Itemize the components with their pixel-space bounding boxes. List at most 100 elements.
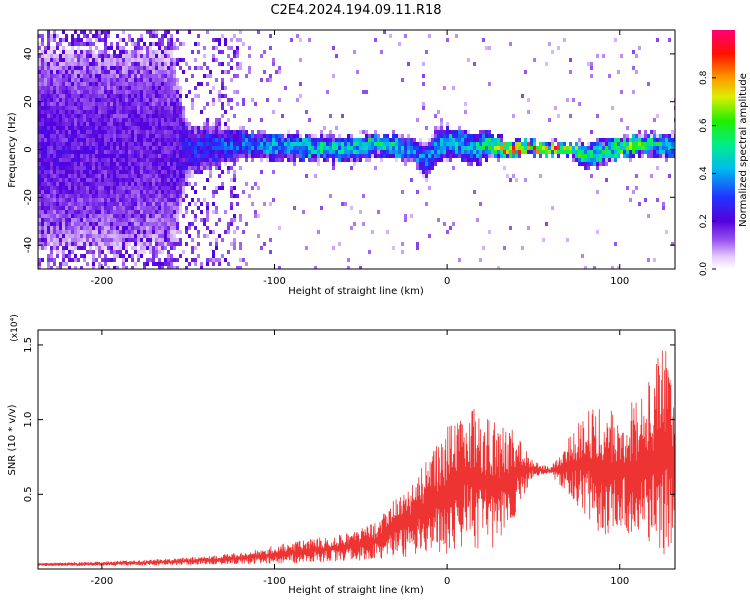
- spectrogram-cell: [134, 202, 137, 206]
- spectrogram-cell: [71, 134, 74, 138]
- spectrogram-cell: [77, 226, 80, 230]
- spectrogram-cell: [188, 202, 191, 206]
- spectrogram-cell: [152, 70, 155, 74]
- spectrogram-cell: [83, 30, 86, 34]
- spectrogram-cell: [146, 70, 149, 74]
- spectrogram-cell: [179, 178, 182, 182]
- spectrogram-cell: [644, 134, 647, 138]
- spectrogram-cell: [74, 186, 77, 190]
- spectrogram-cell: [671, 138, 674, 142]
- spectrogram-cell: [371, 138, 374, 142]
- spectrogram-cell: [59, 78, 62, 82]
- spectrogram-cell: [233, 34, 236, 38]
- spectrogram-cell: [80, 218, 83, 222]
- spectrogram-cell: [161, 134, 164, 138]
- spectrogram-cell: [218, 62, 221, 66]
- spectrogram-cell: [167, 134, 170, 138]
- spectrogram-cell: [566, 98, 569, 102]
- spectrogram-cell: [149, 182, 152, 186]
- spectrogram-cell: [74, 110, 77, 114]
- spectrogram-cell: [50, 34, 53, 38]
- spectrogram-cell: [206, 218, 209, 222]
- colorbar-tick-label: 0.8: [699, 70, 709, 85]
- spectrogram-cell: [107, 226, 110, 230]
- spectrogram-cell: [104, 230, 107, 234]
- spectrogram-cell: [422, 82, 425, 86]
- spectrogram-cell: [170, 206, 173, 210]
- spectrogram-cell: [77, 198, 80, 202]
- spectrogram-cell: [668, 174, 671, 178]
- spectrogram-cell: [62, 122, 65, 126]
- spectrogram-cell: [92, 118, 95, 122]
- spectrogram-cell: [176, 226, 179, 230]
- spectrogram-cell: [89, 222, 92, 226]
- spectrogram-cell: [173, 246, 176, 250]
- spectrogram-cell: [656, 154, 659, 158]
- spectrogram-cell: [551, 138, 554, 142]
- spectrogram-cell: [95, 170, 98, 174]
- spectrogram-cell: [164, 130, 167, 134]
- spectrogram-cell: [311, 134, 314, 138]
- spectrogram-cell: [194, 182, 197, 186]
- spectrogram-cell: [404, 142, 407, 146]
- spectrogram-cell: [353, 154, 356, 158]
- spectrogram-cell: [56, 118, 59, 122]
- spectrogram-cell: [62, 86, 65, 90]
- spectrogram-cell: [86, 74, 89, 78]
- spectrogram-cell: [320, 154, 323, 158]
- spectrogram-cell: [452, 222, 455, 226]
- spectrogram-cell: [107, 118, 110, 122]
- spectrogram-cell: [107, 62, 110, 66]
- spectrogram-cell: [47, 126, 50, 130]
- spectrogram-cell: [317, 142, 320, 146]
- spectrogram-cell: [296, 146, 299, 150]
- spectrogram-cell: [599, 162, 602, 166]
- spectrogram-cell: [176, 238, 179, 242]
- spectrogram-cell: [419, 142, 422, 146]
- spectrogram-cell: [92, 234, 95, 238]
- spectrogram-cell: [245, 134, 248, 138]
- spectrogram-cell: [71, 206, 74, 210]
- spectrogram-cell: [131, 182, 134, 186]
- spectrogram-cell: [116, 238, 119, 242]
- spectrogram-cell: [176, 194, 179, 198]
- colorbar-tick-label: 0.6: [699, 118, 709, 133]
- spectrogram-cell: [98, 150, 101, 154]
- spectrogram-cell: [158, 166, 161, 170]
- spectrogram-cell: [146, 230, 149, 234]
- spectrogram-cell: [161, 226, 164, 230]
- spectrogram-cell: [56, 42, 59, 46]
- spectrogram-cell: [134, 54, 137, 58]
- spectrogram-cell: [215, 122, 218, 126]
- spectrogram-cell: [353, 150, 356, 154]
- spectrogram-cell: [632, 154, 635, 158]
- spectrogram-cell: [116, 154, 119, 158]
- spectrogram-cell: [113, 86, 116, 90]
- spectrogram-cell: [179, 94, 182, 98]
- spectrogram-cell: [44, 90, 47, 94]
- spectrogram-cell: [206, 234, 209, 238]
- spectrogram-cell: [113, 142, 116, 146]
- spectrogram-cell: [44, 230, 47, 234]
- spectrogram-cell: [215, 38, 218, 42]
- spectrogram-cell: [116, 194, 119, 198]
- spectrogram-cell: [140, 118, 143, 122]
- spectrogram-cell: [167, 30, 170, 34]
- spectrogram-cell: [65, 38, 68, 42]
- spectrogram-cell: [62, 146, 65, 150]
- spectrogram-cell: [80, 242, 83, 246]
- spectrogram-cell: [179, 90, 182, 94]
- spectrogram-cell: [197, 82, 200, 86]
- spectrogram-cell: [41, 206, 44, 210]
- spectrogram-cell: [461, 150, 464, 154]
- spectrogram-cell: [53, 238, 56, 242]
- spectrogram-cell: [38, 202, 41, 206]
- spectrogram-cell: [656, 146, 659, 150]
- spectrogram-cell: [98, 190, 101, 194]
- spectrogram-cell: [56, 98, 59, 102]
- spectrogram-cell: [623, 154, 626, 158]
- spectrogram-cell: [98, 206, 101, 210]
- spectrogram-cell: [89, 70, 92, 74]
- spectrogram-cell: [212, 102, 215, 106]
- spectrogram-cell: [122, 218, 125, 222]
